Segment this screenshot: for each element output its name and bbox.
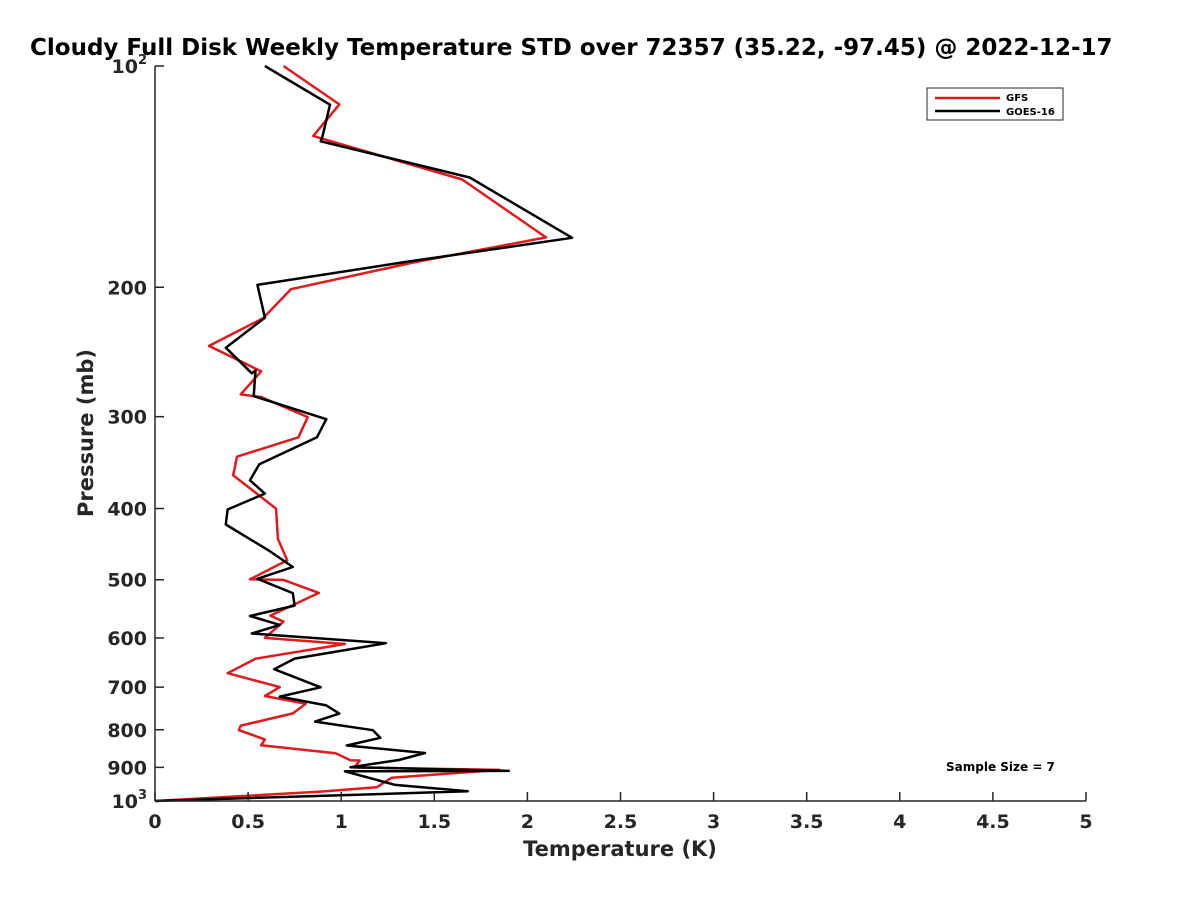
y-tick-label: 500 <box>107 570 147 592</box>
chart-title: Cloudy Full Disk Weekly Temperature STD … <box>30 35 1113 61</box>
y-tick-label-base: 900 <box>107 757 147 779</box>
series-layer <box>154 64 574 803</box>
sample-size-annotation: Sample Size = 7 <box>946 760 1055 774</box>
y-tick-label-exponent: 3 <box>138 788 147 803</box>
y-tick-label: 700 <box>107 677 147 699</box>
x-tick-label: 3.5 <box>790 811 824 833</box>
y-tick-label: 900 <box>107 757 147 779</box>
y-tick-label: 102 <box>112 53 148 78</box>
x-tick-label: 1.5 <box>417 811 451 833</box>
x-tick-label: 1 <box>335 811 348 833</box>
y-tick-label-base: 800 <box>107 720 147 742</box>
y-tick-label-base: 400 <box>107 499 147 521</box>
x-tick-label: 4 <box>893 811 906 833</box>
x-axis-label: Temperature (K) <box>523 837 717 861</box>
legend: GFS GOES-16 <box>926 87 1064 121</box>
x-tick-label: 0.5 <box>231 811 265 833</box>
y-tick-label: 400 <box>107 499 147 521</box>
y-tick-label-base: 200 <box>107 277 147 299</box>
y-tick-label-base: 500 <box>107 570 147 592</box>
x-tick-label: 5 <box>1079 811 1092 833</box>
legend-label-gfs: GFS <box>1006 93 1028 104</box>
y-tick-label: 800 <box>107 720 147 742</box>
y-tick-label-base: 300 <box>107 407 147 429</box>
y-axis-label: Pressure (mb) <box>74 349 98 517</box>
y-tick-label-exponent: 2 <box>138 53 147 68</box>
legend-label-goes16: GOES-16 <box>1006 107 1055 118</box>
x-tick-label: 3 <box>707 811 720 833</box>
y-tick-label-base: 10 <box>112 56 138 78</box>
series-line-gfs <box>154 64 548 803</box>
series-line-goes-16 <box>154 64 574 803</box>
y-tick-label-base: 600 <box>107 628 147 650</box>
x-tick-label: 4.5 <box>976 811 1010 833</box>
y-tick-label: 300 <box>107 407 147 429</box>
y-tick-label: 600 <box>107 628 147 650</box>
axes <box>154 66 1086 802</box>
x-tick-label: 2 <box>521 811 534 833</box>
y-tick-label: 200 <box>107 277 147 299</box>
y-tick-label-base: 10 <box>112 791 138 813</box>
x-tick-label: 0 <box>148 811 161 833</box>
x-ticks: 0 0.5 1 1.5 2 2.5 3 3.5 4 4.5 5 <box>148 792 1093 833</box>
y-tick-label: 103 <box>112 788 148 813</box>
y-tick-label-base: 700 <box>107 677 147 699</box>
legend-box <box>926 87 1064 121</box>
x-tick-label: 2.5 <box>604 811 638 833</box>
